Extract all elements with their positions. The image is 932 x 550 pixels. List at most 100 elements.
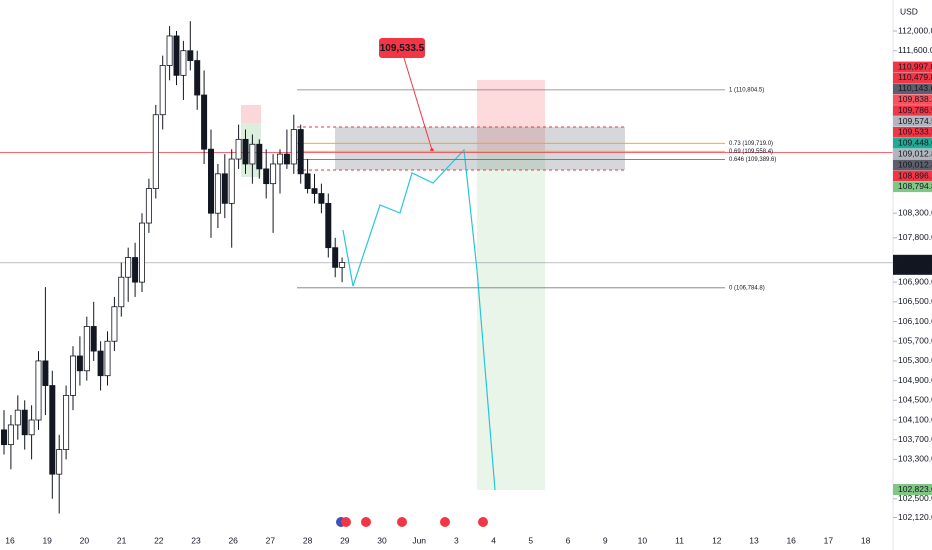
event-icon[interactable] [397, 517, 407, 527]
price-label: 109,012.8 [898, 148, 932, 158]
x-tick-label: 30 [377, 535, 387, 545]
price-badge [893, 127, 932, 138]
price-badge [893, 116, 932, 127]
candle-body [194, 60, 201, 96]
price-badge [893, 61, 932, 73]
countdown: 03:57:08 [898, 263, 931, 273]
candle-body [325, 202, 332, 249]
event-icon[interactable] [341, 517, 351, 527]
candle-body [201, 94, 208, 150]
price-badge [893, 137, 932, 149]
y-tick-label: 104,500.0 [898, 395, 932, 405]
candle-body [297, 129, 304, 175]
events [336, 517, 488, 527]
fib-label: 0.646 (109,389.6) [729, 157, 776, 163]
candle-body [249, 143, 256, 165]
candle-body [221, 173, 228, 204]
event-icon[interactable] [478, 517, 488, 527]
x-tick-label: 6 [566, 535, 571, 545]
price-label: 109,838.3 [898, 94, 932, 104]
candle-body [118, 276, 125, 308]
candle-body [180, 50, 187, 76]
candle-body [35, 360, 42, 421]
candle-body [339, 262, 346, 268]
price-badge [893, 94, 932, 105]
candle-body [111, 306, 118, 342]
candle-body [21, 409, 28, 436]
candle-body [290, 129, 297, 165]
y-tick-label: 103,700.0 [898, 434, 932, 444]
x-tick-label: 26 [228, 535, 238, 545]
x-tick-label: 16 [5, 535, 15, 545]
alert-badge [379, 38, 425, 58]
candle-body [49, 385, 56, 475]
fib-label: 1 (110,804.5) [729, 87, 764, 93]
y-tick-label: 104,900.0 [898, 375, 932, 385]
price-label: 110,997.0 [898, 61, 932, 71]
x-tick-label: 20 [80, 535, 90, 545]
fib-label: 0.73 (109,719.0) [729, 141, 773, 147]
price-label: 108,794.8 [898, 181, 932, 191]
candle-body [0, 429, 7, 446]
candle-body [104, 340, 111, 377]
x-tick-label: 11 [675, 535, 684, 545]
event-icon[interactable] [361, 517, 371, 527]
x-tick-label: 4 [491, 535, 496, 545]
candle-body [7, 424, 14, 446]
candle-body [242, 138, 249, 165]
candle-body [83, 326, 90, 372]
price-badge [893, 105, 932, 116]
price-label: 109,786.9 [898, 105, 932, 115]
y-tick-label: 107,800.0 [898, 232, 932, 242]
x-tick-label: 21 [117, 535, 127, 545]
candle-body [42, 360, 49, 386]
price-label: 109,533.5 [898, 127, 932, 137]
price-badge [893, 170, 932, 182]
candle-body [159, 65, 166, 116]
candle-body [145, 188, 152, 224]
candle-body [56, 449, 63, 475]
price-label: 109,012.8 [898, 159, 932, 169]
candle-body [173, 35, 180, 76]
x-tick-label: 9 [603, 535, 608, 545]
candle-body [63, 394, 70, 450]
candle-body [332, 247, 339, 268]
price-badge [893, 484, 932, 495]
y-tick-label: 102,120.0 [898, 512, 932, 522]
price-badge [893, 181, 932, 193]
projection-path [342, 148, 496, 491]
x-tick-label: 23 [191, 535, 201, 545]
price-label: 110,143.6 [898, 83, 932, 93]
event-icon[interactable] [440, 517, 450, 527]
price-badge [893, 159, 932, 171]
fib-label: 0 (106,784.8) [729, 285, 765, 291]
price-label: 109,574.5 [898, 116, 932, 126]
currency: USD [900, 6, 918, 16]
candle-body [90, 326, 97, 352]
alert-label: 109,533.5 [380, 43, 425, 54]
x-tick-label: 5 [528, 535, 533, 545]
alert-pointer [403, 57, 433, 151]
candle-body [270, 163, 277, 185]
x-tick-label: 16 [786, 535, 796, 545]
fib-label: 0.69 (109,558.4) [729, 149, 773, 155]
candle-body [187, 50, 194, 61]
price-label: 108,896.1 [898, 170, 932, 180]
candle-body [166, 35, 173, 66]
target-zone [477, 150, 545, 490]
current-price-badge [893, 254, 932, 275]
candle-body [214, 173, 221, 214]
x-tick-label: 10 [638, 535, 648, 545]
y-tick-label: 108,300.0 [898, 207, 932, 217]
stop-zone [477, 80, 545, 150]
candle-body [228, 158, 235, 204]
x-tick-label: Jun [412, 535, 426, 545]
candle-body [138, 222, 145, 283]
candle-body [97, 350, 104, 377]
y-tick-label: 106,500.0 [898, 296, 932, 306]
candle-body [235, 138, 242, 160]
candle-body [132, 257, 139, 283]
small-red-box [241, 105, 261, 123]
